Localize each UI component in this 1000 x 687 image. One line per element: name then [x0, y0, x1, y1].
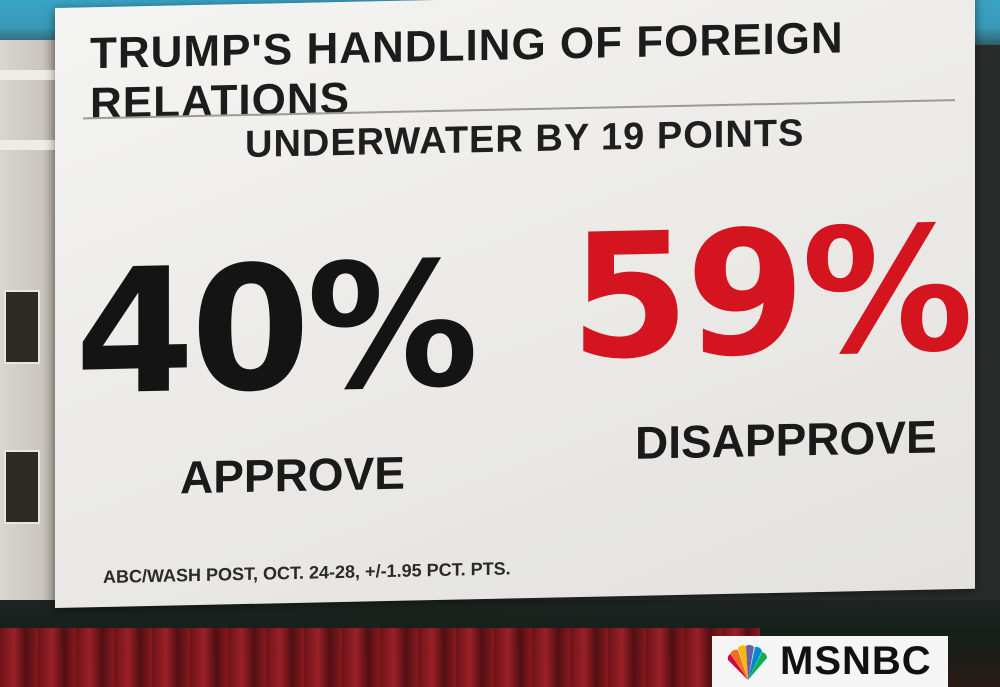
- approve-percentage: 40%: [75, 224, 475, 434]
- network-brand: MSNBC: [780, 639, 932, 683]
- building-window: [4, 290, 40, 364]
- background-flowers: [0, 628, 760, 687]
- disapprove-label: DISAPPROVE: [635, 410, 937, 469]
- building-window: [4, 450, 40, 524]
- approve-label: APPROVE: [180, 446, 405, 504]
- poll-graphic-card: TRUMP'S HANDLING OF FOREIGN RELATIONS UN…: [55, 0, 975, 608]
- network-logo: MSNBC: [712, 636, 948, 687]
- poll-source: ABC/WASH POST, OCT. 24-28, +/-1.95 PCT. …: [103, 558, 511, 587]
- building-cornice: [0, 70, 70, 80]
- peacock-logo-icon: [727, 644, 768, 680]
- building-cornice: [0, 140, 70, 150]
- disapprove-percentage: 59%: [570, 188, 970, 399]
- graphic-title: TRUMP'S HANDLING OF FOREIGN RELATIONS: [90, 13, 844, 129]
